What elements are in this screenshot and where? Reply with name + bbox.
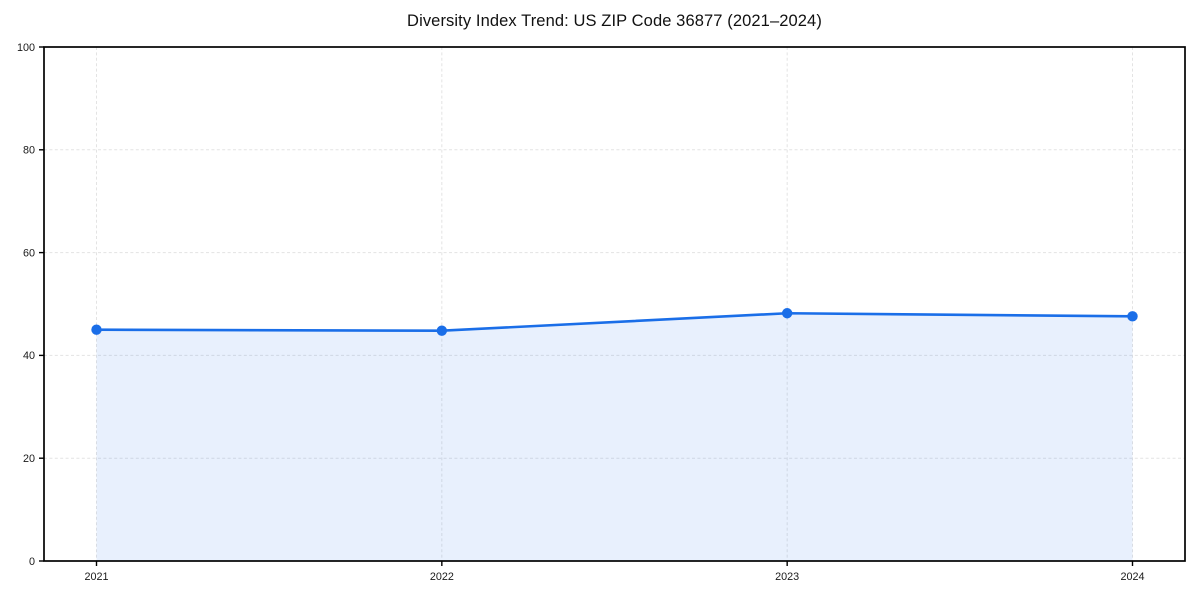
plot-border [43, 46, 1186, 562]
y-tick-label: 100 [17, 42, 35, 54]
x-tick-label: 2024 [1120, 571, 1144, 583]
data-point [1127, 311, 1138, 322]
area-fill [96, 313, 1133, 561]
x-tick-label: 2022 [430, 571, 454, 583]
x-tick-label: 2021 [84, 571, 108, 583]
y-tick-label: 20 [23, 453, 35, 465]
data-point [91, 324, 102, 335]
y-tick-label: 0 [29, 556, 35, 568]
chart-title: Diversity Index Trend: US ZIP Code 36877… [407, 12, 822, 30]
data-point [781, 308, 793, 319]
data-point [436, 325, 448, 336]
y-tick-label: 80 [23, 145, 35, 157]
x-tick-label: 2023 [775, 571, 799, 583]
y-tick-label: 60 [23, 247, 35, 259]
trend-line [95, 311, 1134, 333]
y-tick-label: 40 [23, 350, 35, 362]
